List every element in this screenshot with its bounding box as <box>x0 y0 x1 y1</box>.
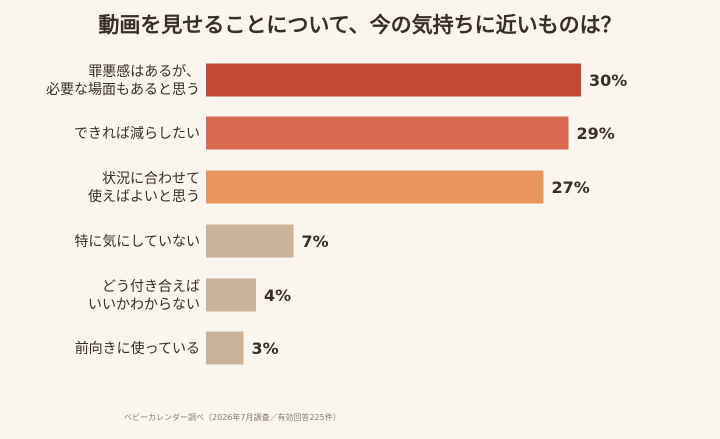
value-label-2: 27% <box>552 178 590 197</box>
category-label-0-0: 罪悪感はあるが、 <box>88 63 200 80</box>
bar-0 <box>206 63 581 97</box>
bar-2 <box>206 170 544 204</box>
bar-1 <box>206 116 569 150</box>
category-label-2-0: 状況に合わせて <box>102 171 200 187</box>
chart-title: 動画を見せることについて、今の気持ちに近いものは？ <box>98 13 621 37</box>
category-label-4-1: いいかわからない <box>88 297 200 313</box>
category-label-5-0: 前向きに使っている <box>75 340 200 357</box>
source-note: ベビーカレンダー調べ（2026年7月調査／有効回答225件） <box>124 412 341 422</box>
bar-3 <box>206 224 294 258</box>
category-label-3-0: 特に気にしていない <box>74 234 200 250</box>
value-label-3: 7% <box>302 232 329 251</box>
value-label-5: 3% <box>252 339 279 358</box>
category-label-2-1: 使えばよいと思う <box>88 188 200 205</box>
value-label-0: 30% <box>589 71 627 90</box>
category-label-4-0: どう付き合えば <box>102 279 200 295</box>
value-label-4: 4% <box>264 286 291 305</box>
category-label-0-1: 必要な場面もあると思う <box>46 82 200 98</box>
value-label-1: 29% <box>577 124 615 143</box>
bars-group: 罪悪感はあるが、必要な場面もあると思う 30% できれば減らしたい 29% 状況に合わせ… <box>46 63 627 365</box>
bar-5 <box>206 331 244 365</box>
bar-4 <box>206 278 256 312</box>
category-label-1-0: できれば減らしたい <box>74 125 200 142</box>
